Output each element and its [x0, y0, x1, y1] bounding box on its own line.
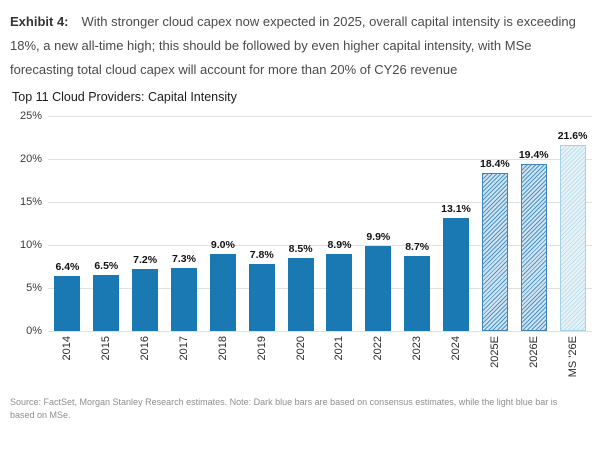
bar-value-label: 13.1%: [441, 203, 471, 216]
bar: [365, 245, 392, 331]
chart-title: Top 11 Cloud Providers: Capital Intensit…: [12, 90, 237, 104]
bar-value-label: 8.9%: [327, 239, 352, 252]
bar-value-label: 6.4%: [55, 260, 80, 273]
bar-value-label: 21.6%: [557, 130, 588, 143]
bar: [287, 257, 314, 331]
bar: [93, 275, 120, 331]
bar-slot: 8.7%: [398, 116, 437, 331]
x-tick-label: 2025E: [488, 336, 501, 368]
bar: [443, 218, 470, 331]
gridline: [48, 159, 592, 160]
bar: [171, 268, 197, 331]
capital-intensity-bar-chart: 25% 20% 15% 10% 5% 0% 6.4% 6.5% 7.2% 7.3% 9.0% 7.8…: [0, 110, 600, 384]
plot-area: 6.4% 6.5% 7.2% 7.3% 9.0% 7.8% 8.5% 8.9% 9.9% 8.7%…: [48, 116, 592, 332]
x-tick-label: 2020: [294, 336, 307, 361]
x-slot: 2026E: [514, 333, 553, 383]
bar: [481, 172, 508, 331]
x-tick-label: 2016: [139, 336, 152, 361]
bar: [248, 263, 275, 331]
bars-container: 6.4% 6.5% 7.2% 7.3% 9.0% 7.8% 8.5% 8.9% 9.9% 8.7%…: [48, 116, 592, 331]
bar: [559, 145, 586, 331]
bar-value-label: 18.4%: [479, 157, 510, 170]
bar-slot: 18.4%: [475, 116, 514, 331]
bar-value-label: 8.5%: [288, 242, 313, 255]
gridline: [48, 288, 592, 289]
x-tick-label: 2026E: [527, 336, 540, 368]
bar-value-label: 19.4%: [518, 149, 549, 162]
x-slot: 2017: [165, 333, 204, 383]
bar-value-label: 7.3%: [172, 253, 196, 266]
exhibit-text: With stronger cloud capex now expected i…: [10, 14, 576, 77]
x-slot: 2016: [126, 333, 165, 383]
x-slot: 2025E: [475, 333, 514, 383]
bar-slot: 8.5%: [281, 116, 320, 331]
bar-slot: 19.4%: [514, 116, 553, 331]
exhibit-label: Exhibit 4:: [10, 14, 69, 29]
bar: [326, 254, 353, 331]
bar: [404, 256, 431, 331]
x-tick-label: MS '26E: [566, 336, 579, 378]
x-tick-label: 2017: [178, 336, 190, 361]
x-slot: 2024: [437, 333, 476, 383]
x-axis: 2014 2015 2016 2017 2018 2019 2020 2021 2022 2023…: [48, 333, 592, 383]
bar-slot: 8.9%: [320, 116, 359, 331]
bar: [132, 269, 159, 331]
y-tick-label: 15%: [19, 196, 42, 208]
y-tick-label: 10%: [19, 239, 42, 251]
source-note: Source: FactSet, Morgan Stanley Research…: [10, 397, 558, 420]
x-tick-label: 2021: [333, 336, 346, 361]
x-slot: 2014: [48, 333, 87, 383]
x-tick-label: 2019: [255, 336, 268, 361]
x-slot: 2023: [398, 333, 437, 383]
gridline: [48, 331, 592, 332]
x-tick-label: 2022: [372, 336, 385, 361]
x-slot: 2015: [87, 333, 126, 383]
bar-value-label: 9.9%: [366, 230, 391, 243]
bar-slot: 9.9%: [359, 116, 398, 331]
bar-slot: 7.2%: [126, 116, 165, 331]
x-slot: 2019: [242, 333, 281, 383]
bar-value-label: 8.7%: [405, 241, 430, 254]
x-slot: MS '26E: [553, 333, 592, 383]
x-tick-label: 2024: [450, 336, 463, 361]
y-tick-label: 25%: [19, 110, 42, 122]
bar-slot: 7.3%: [165, 116, 204, 331]
gridline: [48, 202, 592, 203]
bar-slot: 6.4%: [48, 116, 87, 331]
x-tick-label: 2018: [216, 336, 229, 361]
y-tick-label: 20%: [19, 153, 42, 165]
bar-slot: 9.0%: [203, 116, 242, 331]
bar-slot: 21.6%: [553, 116, 592, 331]
x-tick-label: 2014: [61, 336, 74, 361]
x-slot: 2018: [203, 333, 242, 383]
bar-slot: 6.5%: [87, 116, 126, 331]
x-slot: 2022: [359, 333, 398, 383]
exhibit-caption: Exhibit 4: With stronger cloud capex now …: [10, 10, 584, 82]
bar-slot: 13.1%: [437, 116, 476, 331]
y-tick-label: 5%: [26, 282, 42, 294]
bar-value-label: 9.0%: [210, 238, 235, 251]
x-slot: 2021: [320, 333, 359, 383]
bar-value-label: 6.5%: [94, 260, 119, 273]
gridline: [48, 116, 592, 117]
bar-slot: 7.8%: [242, 116, 281, 331]
bar: [520, 164, 547, 331]
y-axis: 25% 20% 15% 10% 5% 0%: [0, 110, 42, 337]
bar-value-label: 7.8%: [249, 248, 274, 261]
page: Exhibit 4: With stronger cloud capex now …: [0, 10, 600, 421]
y-tick-label: 0%: [26, 325, 42, 337]
gridline: [48, 245, 592, 246]
bar: [209, 253, 236, 331]
x-slot: 2020: [281, 333, 320, 383]
bar-value-label: 7.2%: [133, 254, 158, 267]
bar: [54, 275, 81, 331]
x-tick-label: 2023: [411, 336, 424, 361]
x-tick-label: 2015: [100, 336, 113, 361]
